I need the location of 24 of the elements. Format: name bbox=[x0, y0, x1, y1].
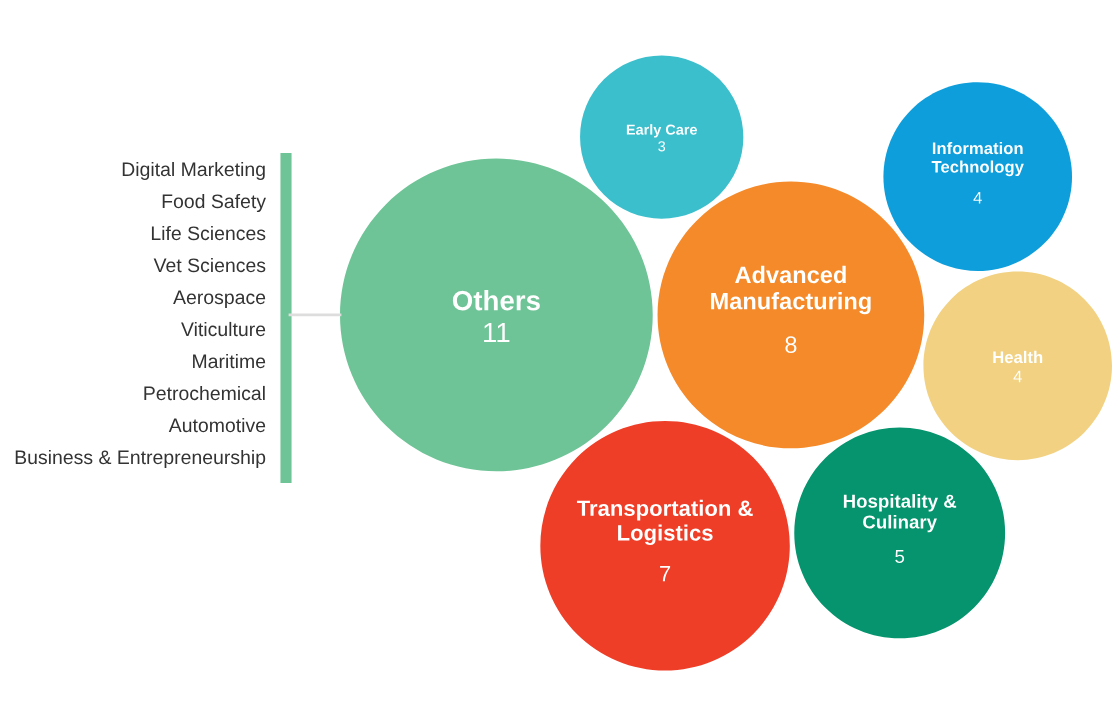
data-label: 4 bbox=[1013, 370, 1022, 383]
text: Maritime bbox=[193, 353, 266, 369]
category-label: Information Technology bbox=[931, 141, 1024, 177]
category-label: Early Care bbox=[626, 124, 697, 138]
category-label: Hospitality & Culinary bbox=[843, 494, 957, 533]
text: Aerospace bbox=[173, 290, 266, 309]
data-label: 5 bbox=[895, 549, 905, 564]
category-label: Advanced Manufacturing bbox=[711, 265, 871, 315]
text: Business & Entrepreneurship bbox=[15, 449, 266, 469]
text: Automotive bbox=[168, 417, 266, 433]
category-label: Transportation & Logistics bbox=[576, 499, 753, 546]
text: Vet Sciences bbox=[153, 257, 266, 273]
text: Food Safety bbox=[162, 193, 266, 213]
category-label: Others bbox=[452, 290, 540, 311]
text: Digital Marketing bbox=[122, 161, 265, 181]
data-label: 3 bbox=[658, 141, 666, 152]
data-label: 7 bbox=[660, 566, 671, 582]
data-label: 11 bbox=[484, 323, 510, 343]
text: Viticulture bbox=[181, 321, 266, 337]
data-label: 4 bbox=[973, 191, 982, 204]
text: Petrochemical bbox=[144, 385, 265, 401]
category-label: Health bbox=[993, 350, 1043, 364]
text: Life Sciences bbox=[151, 225, 266, 241]
data-label: 8 bbox=[785, 336, 797, 354]
